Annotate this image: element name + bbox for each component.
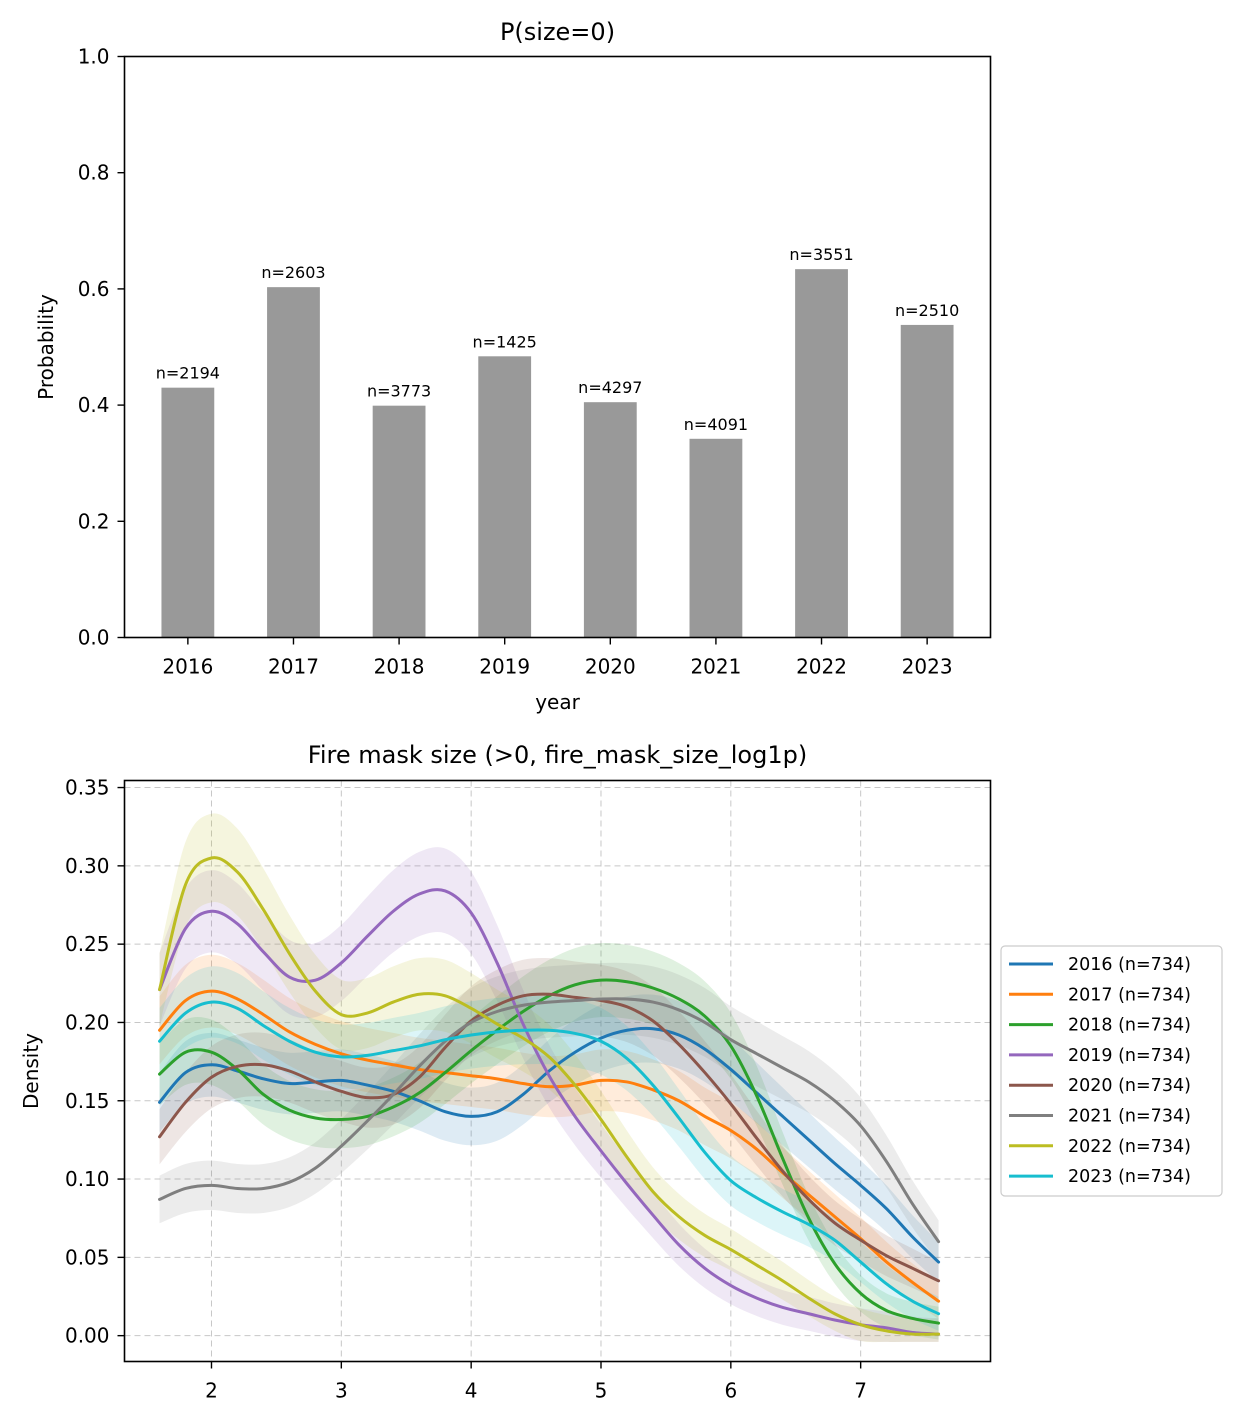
x-tick-label: 2018 xyxy=(374,655,425,679)
bar-chart: P(size=0) n=2194 n=2603 n=3773 n=1425 n=4297… xyxy=(34,18,992,714)
y-tick-label: 0.0 xyxy=(78,626,110,650)
bar-2023 xyxy=(900,324,954,638)
legend-label-2020: 2020 (n=734) xyxy=(1068,1076,1191,1096)
x-tick-label: 5 xyxy=(595,1379,608,1403)
line-2023 xyxy=(158,1000,941,1316)
x-tick-label: 2023 xyxy=(902,655,953,679)
bar-label-2022: n=3551 xyxy=(789,245,853,264)
bar-2019 xyxy=(478,356,532,638)
y-tick-label: 0.35 xyxy=(65,776,110,800)
density-chart: Fire mask size (>0, fire_mask_size_log1p… xyxy=(19,741,1223,1403)
bar-chart-frame xyxy=(123,55,992,639)
bar-data-labels: n=2194 n=2603 n=3773 n=1425 n=4297 n=4091 n=35… xyxy=(156,245,960,434)
x-tick-label: 2021 xyxy=(690,655,741,679)
bar-2022 xyxy=(795,269,848,638)
x-tick-label: 2020 xyxy=(585,655,636,679)
band-2019 xyxy=(159,847,939,1342)
bar-label-2017: n=2603 xyxy=(261,263,325,282)
x-tick-label: 2017 xyxy=(268,655,319,679)
y-tick-label: 0.05 xyxy=(65,1245,110,1269)
legend: 2016 (n=734) 2017 (n=734) 2018 (n=734) 2019… xyxy=(1000,945,1223,1197)
bar-label-2019: n=1425 xyxy=(473,332,537,351)
x-tick-label: 2019 xyxy=(479,655,530,679)
band-2021 xyxy=(159,962,939,1263)
legend-items: 2016 (n=734) 2017 (n=734) 2018 (n=734) 2019… xyxy=(1009,955,1191,1187)
bar-2018 xyxy=(372,405,426,638)
bar-group xyxy=(161,269,954,638)
y-tick-label: 0.00 xyxy=(65,1324,110,1348)
line-2020 xyxy=(158,992,941,1283)
y-tick-label: 0.20 xyxy=(65,1010,110,1034)
y-tick-label: 1.0 xyxy=(78,45,110,69)
bar-label-2021: n=4091 xyxy=(684,415,748,434)
band-2020 xyxy=(159,957,939,1300)
y-axis-ticks: 0.00 0.05 0.10 0.15 0.20 0.25 0.30 0.35 xyxy=(65,776,125,1348)
bar-label-2023: n=2510 xyxy=(895,301,959,320)
x-tick-label: 7 xyxy=(854,1379,867,1403)
legend-label-2022: 2022 (n=734) xyxy=(1068,1137,1191,1157)
y-tick-label: 0.2 xyxy=(78,509,110,533)
bar-2017 xyxy=(267,287,320,638)
legend-label-2018: 2018 (n=734) xyxy=(1068,1016,1191,1036)
y-tick-label: 0.30 xyxy=(65,854,110,878)
band-2018 xyxy=(159,943,939,1340)
bar-chart-xlabel: year xyxy=(535,690,580,714)
line-2022 xyxy=(158,856,941,1336)
band-2017 xyxy=(159,954,939,1319)
legend-label-2016: 2016 (n=734) xyxy=(1068,955,1191,975)
density-chart-title: Fire mask size (>0, fire_mask_size_log1p… xyxy=(308,741,807,769)
x-axis-ticks: 2016 2017 2018 2019 2020 2021 2022 2023 xyxy=(162,637,953,679)
bar-label-2018: n=3773 xyxy=(367,382,431,401)
x-tick-label: 4 xyxy=(465,1379,478,1403)
y-tick-label: 0.4 xyxy=(78,393,110,417)
bar-2016 xyxy=(161,387,215,638)
legend-label-2017: 2017 (n=734) xyxy=(1068,985,1191,1005)
legend-frame xyxy=(1000,945,1223,1197)
line-2016 xyxy=(158,1026,941,1264)
x-axis-ticks: 2 3 4 5 6 7 xyxy=(205,1361,867,1403)
line-2021 xyxy=(158,997,941,1244)
bar-chart-ylabel: Probability xyxy=(34,294,58,400)
bar-label-2020: n=4297 xyxy=(578,378,642,397)
density-lines xyxy=(158,856,941,1336)
x-tick-label: 3 xyxy=(335,1379,348,1403)
density-chart-ylabel: Density xyxy=(19,1033,43,1109)
x-tick-label: 2 xyxy=(205,1379,218,1403)
x-tick-label: 2022 xyxy=(796,655,847,679)
x-tick-label: 2016 xyxy=(162,655,213,679)
bar-2021 xyxy=(689,438,743,638)
density-chart-frame xyxy=(123,779,992,1363)
legend-label-2021: 2021 (n=734) xyxy=(1068,1107,1191,1127)
y-tick-label: 0.15 xyxy=(65,1089,110,1113)
y-tick-label: 0.8 xyxy=(78,161,110,185)
line-2019 xyxy=(158,888,941,1336)
y-tick-label: 0.10 xyxy=(65,1167,110,1191)
legend-label-2019: 2019 (n=734) xyxy=(1068,1046,1191,1066)
bar-2020 xyxy=(583,402,637,638)
x-tick-label: 6 xyxy=(724,1379,737,1403)
line-2017 xyxy=(158,989,941,1303)
bar-label-2016: n=2194 xyxy=(156,364,220,383)
y-axis-ticks: 0.0 0.2 0.4 0.6 0.8 1.0 xyxy=(78,45,125,650)
bar-chart-title: P(size=0) xyxy=(500,18,615,46)
legend-label-2023: 2023 (n=734) xyxy=(1068,1167,1191,1187)
line-2018 xyxy=(158,978,941,1325)
y-tick-label: 0.6 xyxy=(78,277,110,301)
y-tick-label: 0.25 xyxy=(65,932,110,956)
